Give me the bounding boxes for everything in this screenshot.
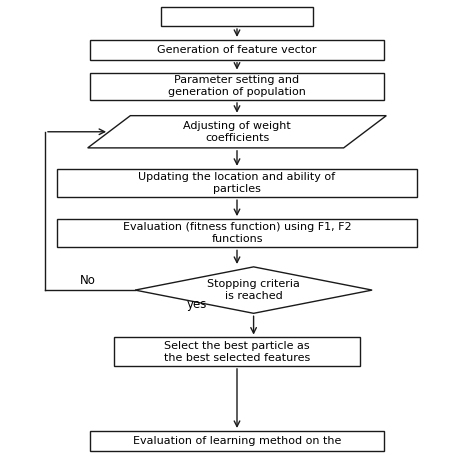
Text: Adjusting of weight
coefficients: Adjusting of weight coefficients xyxy=(183,121,291,143)
Text: Stopping criteria
is reached: Stopping criteria is reached xyxy=(207,279,300,301)
Text: Select the best particle as
the best selected features: Select the best particle as the best sel… xyxy=(164,341,310,363)
FancyBboxPatch shape xyxy=(90,431,384,451)
FancyBboxPatch shape xyxy=(57,219,417,247)
Text: yes: yes xyxy=(187,298,207,311)
FancyBboxPatch shape xyxy=(57,169,417,197)
FancyBboxPatch shape xyxy=(161,7,313,26)
Text: Evaluation of learning method on the: Evaluation of learning method on the xyxy=(133,436,341,446)
Text: No: No xyxy=(80,274,96,287)
Polygon shape xyxy=(135,267,372,313)
FancyBboxPatch shape xyxy=(90,73,384,100)
Polygon shape xyxy=(88,116,386,148)
FancyBboxPatch shape xyxy=(114,337,360,366)
Text: Generation of feature vector: Generation of feature vector xyxy=(157,45,317,55)
Text: Parameter setting and
generation of population: Parameter setting and generation of popu… xyxy=(168,75,306,97)
FancyBboxPatch shape xyxy=(90,40,384,60)
Text: Evaluation (fitness function) using F1, F2
functions: Evaluation (fitness function) using F1, … xyxy=(123,222,351,244)
Text: Updating the location and ability of
particles: Updating the location and ability of par… xyxy=(138,172,336,194)
